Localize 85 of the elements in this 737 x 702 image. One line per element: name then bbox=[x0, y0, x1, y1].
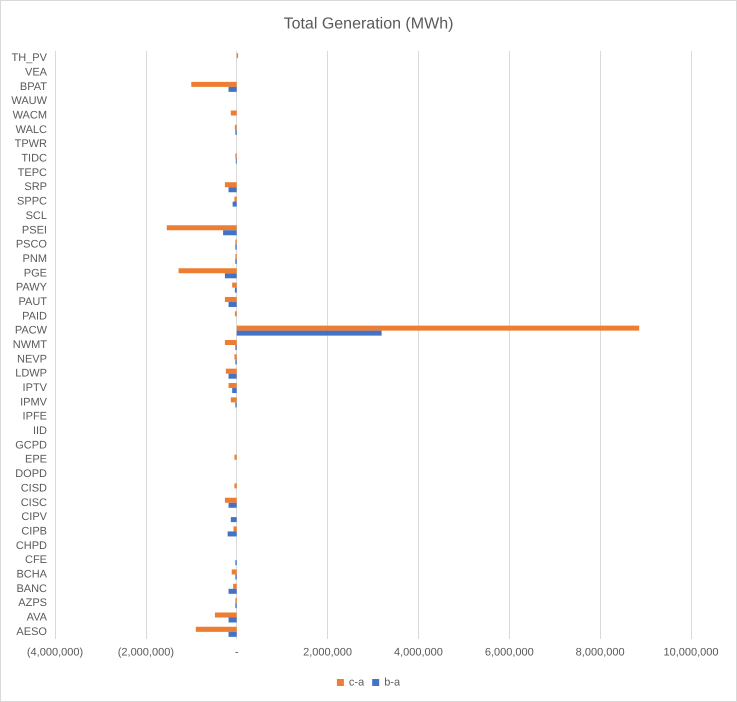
bar bbox=[224, 498, 237, 503]
y-tick-label: SRP bbox=[24, 181, 47, 194]
bar bbox=[230, 517, 237, 522]
bar bbox=[228, 187, 237, 192]
bar bbox=[232, 569, 237, 574]
bar bbox=[223, 230, 237, 236]
y-tick-label: NEVP bbox=[17, 353, 47, 366]
x-tick-label: 8,000,000 bbox=[576, 646, 625, 658]
bar bbox=[230, 397, 237, 402]
y-tick-label: PNM bbox=[22, 252, 47, 265]
bar bbox=[228, 617, 237, 623]
y-tick-label: BPAT bbox=[20, 80, 48, 93]
y-tick-label: GCPD bbox=[15, 439, 48, 452]
y-tick-label: PAWY bbox=[16, 282, 48, 294]
bar bbox=[228, 531, 237, 536]
x-tick-label: (4,000,000) bbox=[26, 646, 84, 658]
x-tick-label: 2,000,000 bbox=[303, 646, 352, 658]
x-tick-label: 4,000,000 bbox=[394, 646, 443, 658]
bar bbox=[228, 632, 237, 637]
y-tick-label: IPTV bbox=[22, 382, 48, 394]
bar bbox=[228, 588, 237, 594]
chart-title: Total Generation (MWh) bbox=[284, 16, 454, 32]
y-tick-label: IID bbox=[32, 425, 48, 438]
y-tick-label: TEPC bbox=[18, 166, 48, 179]
y-tick-label: PACW bbox=[14, 324, 48, 337]
bar bbox=[228, 86, 237, 92]
y-tick-label: WAUW bbox=[11, 95, 48, 108]
bar bbox=[236, 326, 640, 331]
y-tick-label: CFE bbox=[25, 554, 47, 566]
bar bbox=[191, 82, 237, 87]
bar bbox=[228, 374, 237, 379]
bar bbox=[233, 584, 237, 589]
y-tick-label: LDWP bbox=[15, 368, 47, 380]
y-tick-label: SPPC bbox=[17, 196, 48, 208]
bar bbox=[166, 225, 237, 230]
bar bbox=[226, 368, 237, 374]
y-tick-label: IPFE bbox=[22, 410, 47, 423]
y-tick-label: TPWR bbox=[14, 138, 48, 150]
y-tick-label: TIDC bbox=[21, 152, 48, 165]
y-tick-label: WALC bbox=[16, 124, 48, 136]
y-tick-label: IPMV bbox=[20, 396, 48, 408]
x-tick-label: 10,000,000 bbox=[663, 646, 719, 658]
y-tick-label: PAUT bbox=[18, 296, 48, 308]
y-tick-label: EPE bbox=[24, 454, 47, 466]
bar bbox=[234, 526, 237, 532]
bar bbox=[232, 388, 237, 394]
y-tick-label: AZPS bbox=[18, 597, 47, 610]
bar bbox=[232, 202, 237, 207]
y-tick-label: DOPD bbox=[15, 468, 48, 480]
y-tick-label: PGE bbox=[24, 267, 47, 280]
bar bbox=[228, 502, 237, 508]
y-tick-label: PSEI bbox=[22, 224, 47, 236]
x-tick-label: - bbox=[234, 646, 239, 658]
bar bbox=[228, 302, 237, 307]
y-tick-label: CIPB bbox=[21, 525, 47, 538]
bar bbox=[236, 330, 382, 336]
y-tick-label: CISC bbox=[20, 496, 48, 509]
bar bbox=[232, 282, 237, 288]
bar bbox=[224, 296, 237, 302]
y-tick-label: TH_PV bbox=[12, 52, 48, 64]
bar bbox=[224, 182, 237, 188]
y-tick-label: WACM bbox=[12, 110, 47, 122]
y-tick-label: AESO bbox=[16, 626, 48, 638]
legend-label: b-a bbox=[384, 676, 401, 688]
bar bbox=[224, 340, 237, 345]
y-tick-label: VEA bbox=[24, 66, 48, 79]
y-tick-label: CISD bbox=[20, 482, 48, 494]
y-tick-label: PAID bbox=[22, 310, 48, 322]
y-tick-label: AVA bbox=[26, 611, 48, 624]
y-tick-label: PSCO bbox=[16, 238, 48, 251]
bar bbox=[224, 273, 237, 278]
y-tick-label: BANC bbox=[16, 582, 48, 595]
bar bbox=[196, 626, 237, 632]
y-tick-label: CIPV bbox=[21, 511, 48, 524]
x-tick-label: 6,000,000 bbox=[484, 646, 534, 658]
bar bbox=[214, 612, 237, 618]
x-tick-label: (2,000,000) bbox=[118, 646, 174, 658]
legend-label: c-a bbox=[348, 676, 366, 688]
bar bbox=[178, 268, 237, 274]
y-tick-label: CHPD bbox=[16, 540, 48, 552]
y-tick-label: SCL bbox=[26, 210, 47, 222]
bar bbox=[228, 383, 237, 388]
y-tick-label: NWMT bbox=[12, 339, 48, 351]
y-tick-label: BCHA bbox=[16, 568, 48, 580]
bar bbox=[230, 110, 237, 116]
